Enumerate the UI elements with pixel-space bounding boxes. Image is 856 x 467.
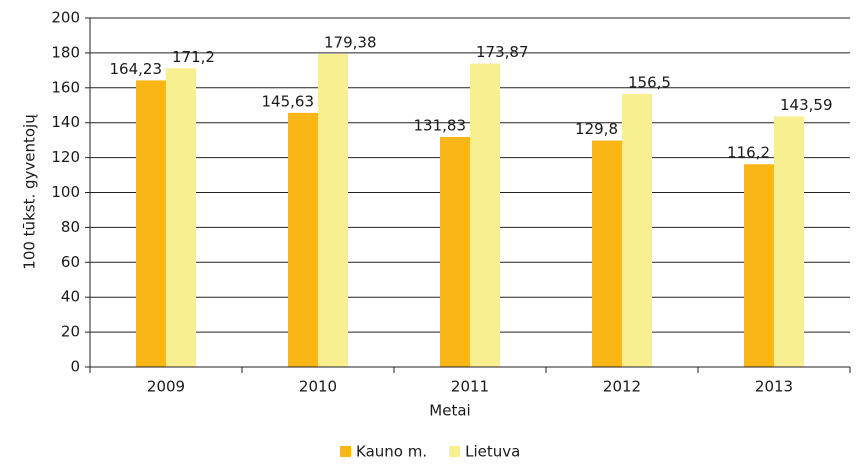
y-tick-label: 120 bbox=[51, 148, 80, 166]
y-tick-label: 40 bbox=[61, 288, 80, 306]
bar bbox=[318, 53, 348, 367]
legend-label: Lietuva bbox=[465, 443, 520, 461]
y-tick-label: 20 bbox=[61, 323, 80, 341]
x-tick-label: 2010 bbox=[299, 378, 337, 396]
x-tick-label: 2009 bbox=[147, 378, 185, 396]
data-label: 129,8 bbox=[575, 120, 618, 138]
y-tick-label: 0 bbox=[70, 358, 80, 376]
data-label: 179,38 bbox=[324, 33, 377, 51]
legend-swatch bbox=[449, 446, 461, 457]
x-tick-label: 2011 bbox=[451, 378, 489, 396]
legend-swatch bbox=[340, 446, 351, 457]
y-tick-label: 100 bbox=[51, 183, 80, 201]
y-tick-label: 140 bbox=[51, 113, 80, 131]
bar bbox=[622, 93, 652, 367]
bar bbox=[592, 140, 622, 367]
data-label: 171,2 bbox=[172, 48, 215, 66]
bar bbox=[774, 116, 804, 367]
y-tick-label: 180 bbox=[51, 43, 80, 61]
bar bbox=[470, 63, 500, 367]
x-tick-label: 2013 bbox=[755, 378, 793, 396]
data-label: 156,5 bbox=[628, 73, 671, 91]
x-tick-label: 2012 bbox=[603, 378, 641, 396]
bar bbox=[440, 136, 470, 367]
x-axis-title: Metai bbox=[429, 402, 470, 420]
legend-label: Kauno m. bbox=[356, 443, 427, 461]
bar bbox=[136, 80, 166, 368]
bar bbox=[288, 112, 318, 368]
bar bbox=[166, 68, 196, 368]
bar bbox=[744, 164, 774, 367]
y-tick-label: 80 bbox=[61, 218, 80, 236]
data-label: 145,63 bbox=[262, 92, 315, 110]
y-tick-label: 200 bbox=[51, 9, 80, 27]
y-tick-label: 160 bbox=[51, 78, 80, 96]
data-label: 116,2 bbox=[727, 144, 770, 162]
data-label: 143,59 bbox=[780, 96, 833, 114]
y-tick-label: 60 bbox=[61, 253, 80, 271]
y-axis-title: 100 tūkst. gyventojų bbox=[21, 114, 39, 270]
data-label: 173,87 bbox=[476, 43, 529, 61]
data-label: 164,23 bbox=[110, 60, 163, 78]
data-label: 131,83 bbox=[414, 116, 467, 134]
